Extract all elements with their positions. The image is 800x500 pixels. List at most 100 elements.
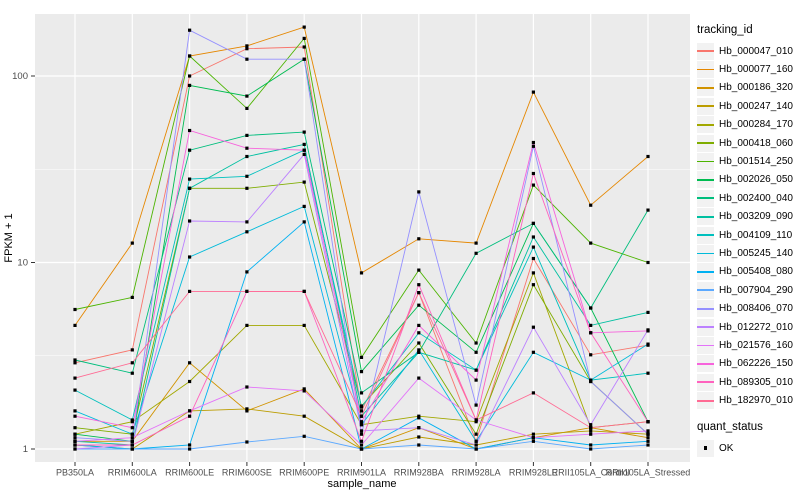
y-axis-title: FPKM + 1 (3, 213, 15, 262)
data-point (646, 310, 650, 314)
y-tick-label: 10 (17, 258, 28, 269)
x-tick-label: RRII105LA_Control (552, 468, 630, 478)
data-point (73, 426, 77, 430)
legend-entry-Hb_001514_250: Hb_001514_250 (697, 152, 799, 171)
data-point (73, 388, 77, 392)
legend-key-line (697, 373, 714, 391)
data-point (417, 323, 421, 327)
data-point (245, 154, 249, 159)
data-point (589, 447, 593, 451)
legend-entry-Hb_000186_320: Hb_000186_320 (697, 79, 799, 97)
data-point (417, 376, 421, 380)
data-point (302, 45, 306, 49)
data-point (73, 436, 77, 440)
data-point (417, 190, 421, 194)
legend-entries-quant-status: OK (697, 439, 799, 457)
legend-color-line (697, 399, 714, 402)
legend-key-line (697, 61, 714, 79)
data-point (417, 435, 421, 439)
data-point (130, 295, 134, 299)
x-tick-label: RRII105LA_Stressed (606, 468, 691, 478)
legend-key-line (697, 42, 714, 60)
legend-entry-quant-OK: OK (697, 439, 799, 457)
data-point (302, 204, 306, 208)
data-point (359, 414, 364, 418)
data-point (531, 245, 535, 249)
data-point (589, 331, 593, 335)
legend-key-line (697, 116, 714, 134)
data-point (245, 44, 249, 48)
legend-entry-Hb_000284_170: Hb_000284_170 (697, 116, 799, 134)
x-tick-label: RRIM928LA (452, 468, 501, 478)
data-point (417, 350, 421, 354)
data-point (245, 409, 249, 413)
legend-color-line (697, 215, 714, 218)
data-point (73, 447, 77, 451)
data-point (188, 74, 192, 78)
data-point (302, 289, 306, 293)
data-point (589, 426, 593, 430)
legend-entry-Hb_000047_010: Hb_000047_010 (697, 42, 799, 60)
data-point (359, 409, 364, 413)
data-point (417, 416, 421, 420)
legend-color-line (697, 197, 714, 200)
legend-key-line (697, 336, 714, 354)
data-point (302, 389, 306, 393)
legend-key-square (697, 439, 714, 457)
data-point (474, 420, 478, 424)
legend-key-line (697, 153, 714, 171)
data-point (302, 142, 306, 146)
data-point (245, 47, 249, 51)
data-point (531, 90, 535, 94)
data-point (245, 385, 249, 389)
data-point (302, 148, 306, 152)
data-point (646, 436, 650, 440)
data-point (188, 443, 192, 447)
data-point (302, 220, 306, 224)
data-point (589, 203, 593, 207)
legend-color-line (697, 87, 714, 89)
legend-key-line (697, 281, 714, 299)
legend-entry-Hb_000077_160: Hb_000077_160 (697, 60, 799, 79)
data-point (302, 57, 306, 61)
legend-color-line (697, 160, 714, 163)
legend-entry-Hb_021576_160: Hb_021576_160 (697, 336, 799, 354)
data-point (302, 323, 306, 327)
data-point (646, 329, 650, 333)
data-point (531, 235, 535, 239)
legend-key-line (697, 355, 714, 373)
data-point (474, 341, 478, 345)
data-point (531, 283, 535, 287)
data-point (73, 439, 77, 443)
data-point (302, 387, 306, 391)
data-point (130, 439, 134, 443)
legend-color-line (697, 234, 714, 236)
legend-key-line (697, 134, 714, 152)
legend-color-line (697, 252, 714, 255)
legend-key-line (697, 226, 714, 244)
data-point (417, 443, 421, 447)
data-point (417, 291, 421, 295)
legend-color-line (697, 362, 714, 365)
legend-key-line (697, 97, 714, 115)
legend-entry-Hb_000247_140: Hb_000247_140 (697, 97, 799, 115)
legend-entry-Hb_005245_140: Hb_005245_140 (697, 244, 799, 262)
legend-color-line (697, 50, 714, 53)
data-point (359, 355, 364, 359)
data-point (531, 436, 535, 440)
data-point (589, 429, 593, 433)
data-point (417, 283, 421, 287)
data-point (646, 443, 650, 447)
y-tick-label: 1 (23, 444, 28, 455)
legend-entry-label: Hb_062226_150 (719, 358, 793, 370)
x-tick-label: RRIM600SE (222, 468, 272, 478)
data-point (188, 186, 192, 190)
data-point (245, 57, 249, 61)
data-point (359, 420, 364, 424)
data-point (474, 447, 478, 451)
data-point (188, 148, 192, 152)
data-point (646, 208, 650, 212)
legend-color-line (697, 179, 714, 181)
legend-key-line (697, 318, 714, 336)
